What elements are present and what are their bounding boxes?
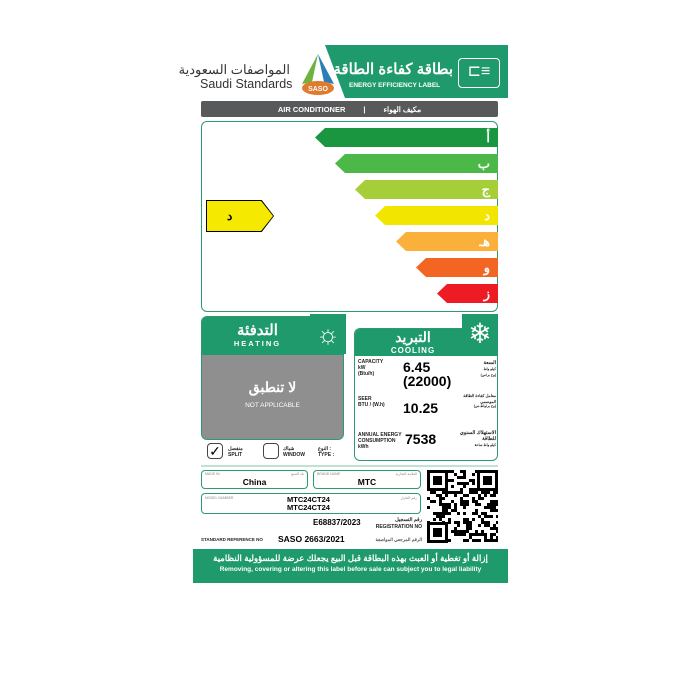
made-in-ar: بلد الصنع <box>291 472 304 476</box>
separator: | <box>363 104 366 114</box>
seer-value: 10.25 <box>403 400 439 416</box>
seer-ar: معامل كفاءة الطاقة الموسمي <box>463 393 496 404</box>
header-banner <box>325 45 508 98</box>
rating-bar: و <box>416 258 498 277</box>
annual-unit: kWh <box>358 444 369 450</box>
made-in-field: MADE IN بلد الصنع China <box>201 470 308 489</box>
brand-value: MTC <box>357 477 377 487</box>
cooling-title-ar: التبريد <box>395 329 431 345</box>
annual-en2: CONSUMPTION <box>358 438 396 444</box>
product-en: AIR CONDITIONER <box>277 104 346 114</box>
model-label: MODEL NUMBER <box>205 496 234 500</box>
ac-plug-icon: ⊏≡ <box>458 58 500 88</box>
seer-label: SEER BTU / (W.h) <box>358 396 385 408</box>
split-label: منفصل SPLIT <box>228 446 243 458</box>
capacity-label: CAPACITY kW (Btu/h) <box>358 359 383 377</box>
product-type-bar: AIR CONDITIONER | مكيف الهواء <box>201 101 498 117</box>
rating-bar: ز <box>437 284 498 303</box>
rating-bar: ب <box>335 154 498 173</box>
brand-field: BRAND NAME العلامة التجارية MTC <box>313 470 421 489</box>
capacity-label-ar: السعة كيلو واط (وح بر/س) <box>474 360 496 378</box>
capacity-value: 6.45 (22000) <box>403 360 451 388</box>
registration-value: E68837/2023 <box>313 518 361 527</box>
heating-title-en: HEATING <box>233 339 282 348</box>
split-checkbox[interactable]: ✓ <box>207 443 223 459</box>
made-in-label: MADE IN <box>205 472 220 476</box>
legal-ar: إزالة أو تغطية أو العبث بهذه البطاقة قبل… <box>213 553 488 563</box>
seer-unit: BTU / (W.h) <box>358 402 385 408</box>
org-name-en: Saudi Standards <box>200 77 293 91</box>
model-values: MTC24CT24 MTC24CT24 <box>287 496 330 512</box>
rating-bar: هـ <box>396 232 498 251</box>
cooling-title-en: COOLING <box>390 346 436 355</box>
seer-en: SEER <box>358 396 372 402</box>
annual-label-ar: الاستهلاك السنوي للطاقة كيلو واط ساعة <box>453 430 496 448</box>
model-field: MODEL NUMBER رقم الطراز MTC24CT24 MTC24CT… <box>201 493 421 514</box>
label-title-ar: بطاقة كفاءة الطاقة <box>333 61 453 78</box>
capacity-unit1: kW <box>358 365 366 371</box>
snowflake-icon: ❄ <box>462 314 498 354</box>
org-name-ar: المواصفات السعودية <box>178 62 290 77</box>
brand-label: BRAND NAME <box>317 472 341 476</box>
standard-ar: الرقم المرجعي المواصفة <box>375 537 422 542</box>
seer-label-ar: معامل كفاءة الطاقة الموسمي (وح بر/واط.س) <box>455 393 496 410</box>
divider <box>201 465 498 467</box>
qr-code[interactable] <box>427 470 498 543</box>
made-in-value: China <box>242 477 267 487</box>
type-ar: النوع : <box>318 446 332 452</box>
window-checkbox[interactable] <box>263 443 279 459</box>
type-en: TYPE : <box>318 452 335 458</box>
na-en: NOT APPLICABLE <box>245 402 300 409</box>
legal-en: Removing, covering or altering this labe… <box>219 566 482 573</box>
product-ar: مكيف الهواء <box>383 104 422 114</box>
registration-label: رقم التسجيل REGISTRATION NO <box>372 517 422 531</box>
brand-ar: العلامة التجارية <box>395 472 417 476</box>
capacity-kw: 6.45 <box>403 359 431 375</box>
annual-ar1: الاستهلاك السنوي <box>459 430 496 436</box>
capacity-btu: (22000) <box>403 373 452 389</box>
svg-text:SASO: SASO <box>308 86 328 93</box>
annual-value: 7538 <box>405 431 437 447</box>
window-label: شباك WINDOW <box>283 446 305 458</box>
split-en: SPLIT <box>228 452 243 458</box>
type-label: النوع : TYPE : <box>318 446 334 458</box>
capacity-unit-ar1: كيلو واط <box>483 367 496 371</box>
registration-ar: رقم التسجيل <box>395 517 422 523</box>
annual-unit-ar: كيلو واط ساعة <box>474 443 497 447</box>
sun-icon: ☼ <box>310 314 346 354</box>
rating-bar: ج <box>355 180 498 199</box>
na-ar: لا تنطبق <box>248 379 297 395</box>
capacity-unit-ar2: (وح بر/س) <box>480 373 496 377</box>
rating-bar: د <box>375 206 498 225</box>
model-2: MTC24CT24 <box>287 503 330 512</box>
annual-label: ANNUAL ENERGY CONSUMPTION kWh <box>358 432 402 450</box>
label-title-en: ENERGY EFFICIENCY LABEL <box>349 82 441 89</box>
standard-label: STANDARD REFERENCE NO <box>201 537 263 542</box>
legal-banner: إزالة أو تغطية أو العبث بهذه البطاقة قبل… <box>193 549 508 583</box>
heating-title-ar: التدفئة <box>237 322 278 339</box>
window-en: WINDOW <box>283 452 305 458</box>
model-1: MTC24CT24 <box>287 495 330 504</box>
annual-en1: ANNUAL ENERGY <box>358 432 402 438</box>
capacity-en: CAPACITY <box>358 359 384 365</box>
capacity-unit2: (Btu/h) <box>358 371 375 377</box>
rating-bar: أ <box>315 128 498 147</box>
model-ar: رقم الطراز <box>400 496 417 500</box>
annual-ar2: للطاقة <box>482 436 496 442</box>
capacity-ar: السعة <box>483 360 496 366</box>
split-ar: منفصل <box>228 446 243 452</box>
seer-unit-ar: (وح بر/واط.س) <box>473 404 496 408</box>
registration-en: REGISTRATION NO <box>375 524 422 530</box>
selected-rating-pointer: د <box>207 201 273 231</box>
window-ar: شباك <box>283 446 295 452</box>
saso-logo: SASO <box>302 54 334 95</box>
standard-value: SASO 2663/2021 <box>278 534 345 544</box>
